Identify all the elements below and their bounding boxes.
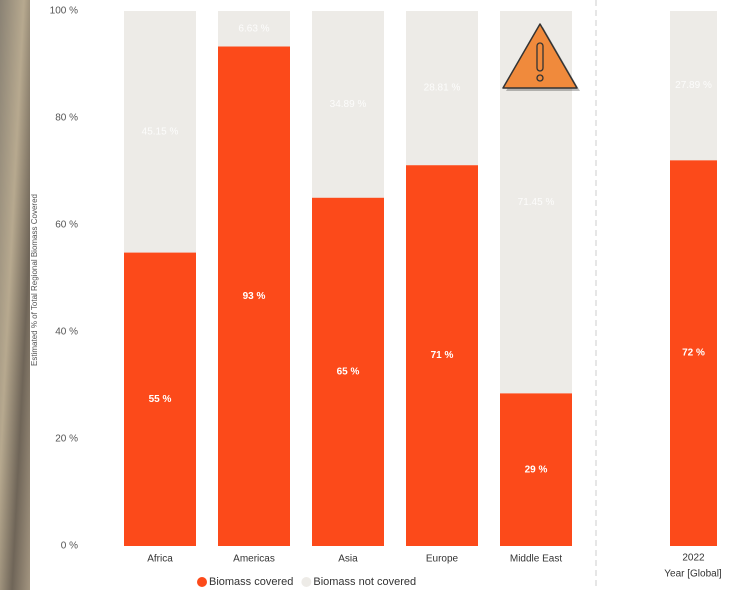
bar-segment (406, 165, 478, 547)
value-label: 65 % (337, 366, 360, 377)
bar-segment (500, 393, 572, 546)
bar-segment (124, 11, 196, 253)
y-tick-label: 100 % (50, 6, 78, 17)
value-label: 27.89 % (675, 80, 712, 91)
legend-swatch (301, 577, 312, 587)
y-tick-label: 60 % (55, 220, 78, 231)
value-label: 72 % (682, 348, 705, 359)
value-label: 93 % (243, 291, 266, 302)
value-label: 71 % (431, 350, 454, 361)
bar-segment (670, 160, 717, 547)
value-label: 45.15 % (142, 126, 179, 137)
x-axis-label: Year [Global] (664, 569, 722, 580)
bar-segment (124, 252, 196, 547)
legend-label: Biomass covered (209, 576, 293, 588)
x-tick-label: Americas (233, 554, 275, 565)
bar-segment (218, 46, 290, 547)
bar-segment (312, 11, 384, 198)
y-tick-label: 0 % (61, 541, 78, 552)
y-tick-label: 80 % (55, 113, 78, 124)
x-tick-label: Africa (147, 554, 173, 565)
bar-segment (312, 197, 384, 546)
legend-label: Biomass not covered (313, 576, 416, 588)
legend-swatch (197, 577, 207, 587)
bar-segment (406, 11, 478, 166)
bar-segment (218, 11, 290, 47)
warning-icon (502, 23, 580, 91)
value-label: 71.45 % (518, 197, 555, 208)
y-tick-label: 20 % (55, 434, 78, 445)
value-label: 29 % (525, 464, 548, 475)
y-axis-label: Estimated % of Total Regional Biomass Co… (30, 194, 39, 366)
value-label: 55 % (149, 394, 172, 405)
bar-segment (670, 11, 717, 161)
y-tick-label: 40 % (55, 327, 78, 338)
value-label: 28.81 % (424, 83, 461, 94)
x-tick-label: Asia (338, 554, 358, 565)
x-tick-label: Middle East (510, 554, 562, 565)
value-label: 34.89 % (330, 99, 367, 110)
x-tick-label: Europe (426, 554, 459, 565)
x-tick-label: 2022 (682, 553, 705, 564)
value-label: 6.63 % (238, 23, 269, 34)
background-photo (0, 0, 30, 590)
